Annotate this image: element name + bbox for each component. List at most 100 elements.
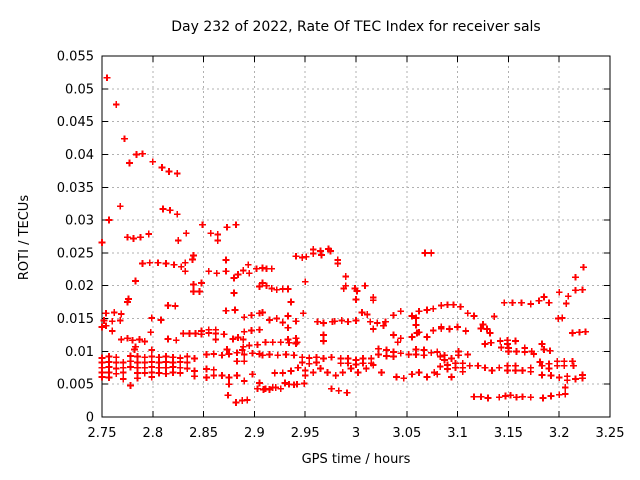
data-point-marker: [224, 391, 232, 399]
data-point-marker: [223, 223, 231, 231]
data-point-marker: [110, 309, 118, 316]
data-point-marker: [213, 269, 221, 277]
data-point-marker: [205, 267, 213, 275]
data-point-marker: [148, 314, 156, 322]
data-point-marker: [352, 361, 360, 368]
data-point-marker: [423, 373, 431, 381]
x-tick-label: 3.1: [447, 426, 468, 441]
data-point-marker: [300, 380, 308, 387]
data-point-marker: [218, 351, 226, 359]
data-point-marker: [481, 340, 489, 348]
data-point-marker: [274, 351, 282, 359]
x-tick-label: 2.85: [189, 426, 218, 441]
data-point-marker: [259, 309, 266, 316]
data-point-marker: [239, 267, 247, 274]
data-point-marker: [98, 323, 106, 331]
y-tick-label: 0.02: [65, 279, 94, 294]
data-point-marker: [580, 263, 587, 271]
data-point-marker: [433, 348, 441, 356]
data-point-marker: [263, 282, 270, 290]
data-point-marker: [375, 345, 382, 353]
data-point-marker: [134, 353, 141, 360]
data-point-marker: [268, 265, 276, 273]
data-point-marker: [239, 343, 247, 351]
data-point-marker: [455, 351, 462, 359]
data-point-marker: [477, 393, 485, 401]
data-point-marker: [253, 265, 260, 273]
data-point-marker: [504, 340, 511, 348]
data-point-marker: [487, 339, 495, 347]
data-point-marker: [259, 351, 266, 359]
data-point-marker: [292, 317, 300, 325]
tick-labels: 2.75 2.8 2.85 2.9 2.95 3 3.05 3.1 3.15 3.2 3.25 0 0.…: [57, 50, 625, 442]
data-point-marker: [408, 333, 416, 341]
data-point-marker: [203, 351, 210, 358]
data-point-marker: [394, 338, 402, 346]
data-point-marker: [509, 299, 516, 307]
data-point-marker: [130, 235, 137, 242]
data-point-marker: [462, 327, 470, 335]
data-point-marker: [181, 259, 189, 267]
data-point-marker: [320, 319, 327, 327]
data-point-marker: [320, 331, 327, 339]
data-point-marker: [570, 362, 577, 370]
data-point-marker: [335, 387, 343, 395]
data-point-marker: [240, 328, 248, 336]
data-point-marker: [266, 351, 273, 358]
axes: [101, 55, 611, 418]
data-point-marker: [223, 346, 231, 353]
data-point-marker: [112, 101, 120, 108]
data-point-marker: [412, 351, 420, 358]
data-point-marker: [358, 309, 366, 316]
data-point-marker: [479, 321, 487, 328]
data-point-marker: [369, 361, 377, 369]
y-tick-label: 0.04: [65, 148, 94, 163]
data-point-marker: [334, 260, 342, 267]
data-point-marker: [240, 357, 248, 365]
data-point-marker: [555, 391, 563, 399]
y-tick-label: 0.055: [57, 50, 94, 65]
data-point-marker: [234, 271, 242, 278]
data-point-marker: [254, 385, 261, 393]
data-point-marker: [203, 374, 210, 381]
x-tick-label: 3.2: [549, 426, 570, 441]
data-point-marker: [454, 323, 461, 331]
data-point-marker: [176, 369, 184, 377]
data-point-marker: [536, 358, 544, 366]
data-point-marker: [240, 377, 248, 385]
data-point-marker: [408, 312, 416, 320]
grid-lines: [102, 56, 610, 417]
data-point-marker: [302, 253, 310, 261]
data-point-marker: [383, 346, 390, 354]
data-point-marker: [190, 281, 197, 288]
data-point-marker: [285, 339, 293, 347]
data-point-marker: [448, 355, 455, 362]
data-point-marker: [245, 269, 253, 277]
data-point-marker: [495, 364, 503, 372]
data-point-marker: [423, 333, 431, 341]
data-point-marker: [98, 239, 106, 246]
data-point-marker: [337, 359, 345, 367]
data-point-marker: [390, 331, 397, 339]
data-point-marker: [240, 351, 248, 358]
data-point-marker: [277, 385, 285, 393]
data-point-marker: [290, 351, 298, 359]
data-point-marker: [344, 359, 352, 367]
data-point-marker: [249, 370, 256, 378]
data-point-marker: [139, 150, 146, 158]
data-point-marker: [173, 210, 181, 218]
data-point-marker: [484, 394, 492, 402]
data-point-marker: [486, 329, 494, 337]
data-point-marker: [382, 318, 389, 326]
data-point-marker: [488, 367, 496, 374]
data-point-marker: [183, 359, 191, 366]
data-point-marker: [172, 336, 180, 344]
data-point-marker: [317, 247, 324, 255]
data-point-marker: [146, 259, 154, 267]
data-point-marker: [198, 279, 205, 287]
data-point-marker: [231, 306, 239, 314]
data-point-marker: [165, 168, 173, 175]
data-point-marker: [294, 364, 302, 372]
